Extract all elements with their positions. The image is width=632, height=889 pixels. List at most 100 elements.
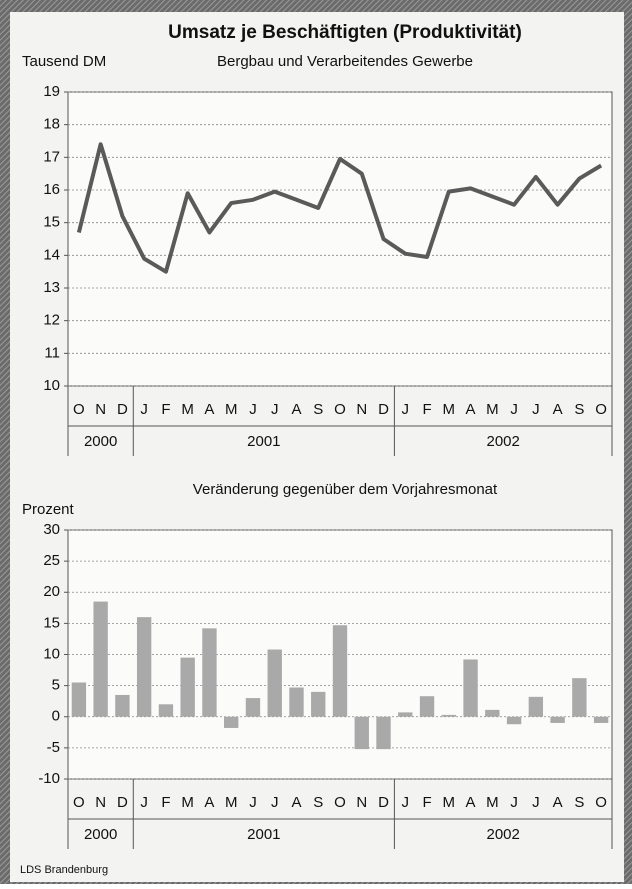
y-tick-label: 30: [43, 521, 60, 538]
x-tick-label: M: [181, 794, 194, 811]
y-tick-label: 5: [52, 677, 60, 694]
x-tick-label: A: [291, 794, 301, 811]
x-tick-label: F: [161, 401, 170, 418]
x-tick-label: N: [356, 401, 367, 418]
y-tick-label: 17: [43, 148, 60, 165]
x-tick-label: M: [486, 794, 499, 811]
y-tick-label: 15: [43, 614, 60, 631]
bar: [267, 649, 282, 717]
source: LDS Brandenburg: [20, 864, 108, 876]
x-tick-label: D: [378, 794, 389, 811]
bar: [463, 659, 478, 717]
x-tick-label: O: [334, 794, 346, 811]
x-tick-label: A: [291, 401, 301, 418]
x-tick-label: A: [204, 401, 214, 418]
x-tick-label: J: [140, 401, 148, 418]
x-tick-label: M: [225, 794, 238, 811]
bar: [441, 714, 456, 717]
x-tick-label: J: [271, 794, 279, 811]
x-tick-label: M: [225, 401, 238, 418]
x-tick-label: D: [117, 794, 128, 811]
y-tick-label: -5: [47, 739, 60, 756]
y-tick-label: 25: [43, 552, 60, 569]
x-tick-label: J: [249, 401, 257, 418]
year-label: 2002: [487, 433, 520, 450]
y-tick-label: 11: [44, 344, 60, 361]
line: [76, 142, 603, 274]
y-tick-label: 0: [52, 708, 60, 725]
x-tick-label: F: [161, 794, 170, 811]
y-tick-label: 14: [43, 246, 60, 263]
x-tick-label: M: [443, 401, 456, 418]
year-label: 2002: [487, 826, 520, 843]
bar: [593, 716, 609, 723]
x-tick-label: M: [443, 794, 456, 811]
y-axis-label: Prozent: [22, 501, 75, 518]
plot-area: [67, 91, 613, 387]
x-tick-label: S: [574, 794, 584, 811]
chart-title: Umsatz je Beschäftigten (Produktivität): [168, 22, 522, 43]
bar: [289, 687, 304, 717]
bar: [550, 716, 565, 723]
y-tick-label: 10: [43, 377, 60, 394]
subtitle: Veränderung gegenüber dem Vorjahresmonat: [193, 481, 498, 498]
x-tick-label: J: [402, 794, 410, 811]
y-axis-label: Tausend DM: [22, 53, 106, 70]
bar: [485, 709, 500, 717]
y-tick-label: 18: [43, 116, 60, 133]
x-tick-label: A: [466, 794, 476, 811]
bar: [419, 696, 435, 717]
x-tick-label: J: [532, 794, 540, 811]
x-tick-label: F: [422, 794, 431, 811]
year-label: 2000: [84, 826, 117, 843]
x-tick-label: J: [532, 401, 540, 418]
x-tick-label: J: [510, 794, 518, 811]
year-label: 2000: [84, 433, 117, 450]
x-tick-label: M: [181, 401, 194, 418]
y-tick-label: 20: [43, 583, 60, 600]
bar: [506, 716, 522, 725]
y-tick-label: -10: [38, 770, 60, 787]
y-tick-label: 12: [43, 312, 60, 329]
x-tick-label: F: [422, 401, 431, 418]
bar: [528, 696, 544, 717]
x-tick-label: O: [73, 401, 85, 418]
bar: [398, 712, 413, 717]
y-tick-label: 19: [43, 83, 60, 100]
x-tick-label: D: [378, 401, 389, 418]
bar: [572, 678, 587, 717]
x-tick-label: M: [486, 401, 499, 418]
y-tick-label: 13: [43, 279, 60, 296]
bar: [93, 601, 108, 717]
x-tick-label: O: [595, 401, 607, 418]
y-tick-label: 10: [43, 645, 60, 662]
bar: [136, 617, 152, 717]
x-tick-label: O: [595, 794, 607, 811]
x-tick-label: O: [334, 401, 346, 418]
y-tick-label: 15: [43, 214, 60, 231]
x-tick-label: D: [117, 401, 128, 418]
bar: [158, 704, 174, 717]
bar: [224, 716, 239, 728]
bar: [180, 657, 195, 717]
x-tick-label: A: [553, 401, 563, 418]
bar: [354, 716, 369, 750]
x-tick-label: N: [95, 794, 106, 811]
x-tick-label: J: [402, 401, 410, 418]
x-tick-label: A: [553, 794, 563, 811]
x-tick-label: N: [95, 401, 106, 418]
x-tick-label: S: [574, 401, 584, 418]
x-tick-label: A: [204, 794, 214, 811]
y-tick-label: 16: [43, 181, 60, 198]
bar: [71, 682, 87, 717]
year-label: 2001: [247, 826, 280, 843]
x-tick-label: O: [73, 794, 85, 811]
x-tick-label: J: [249, 794, 257, 811]
bar: [245, 698, 261, 717]
x-tick-label: J: [510, 401, 518, 418]
bar: [311, 691, 326, 717]
x-tick-label: J: [271, 401, 279, 418]
subtitle: Bergbau und Verarbeitendes Gewerbe: [217, 53, 473, 70]
year-label: 2001: [247, 433, 280, 450]
